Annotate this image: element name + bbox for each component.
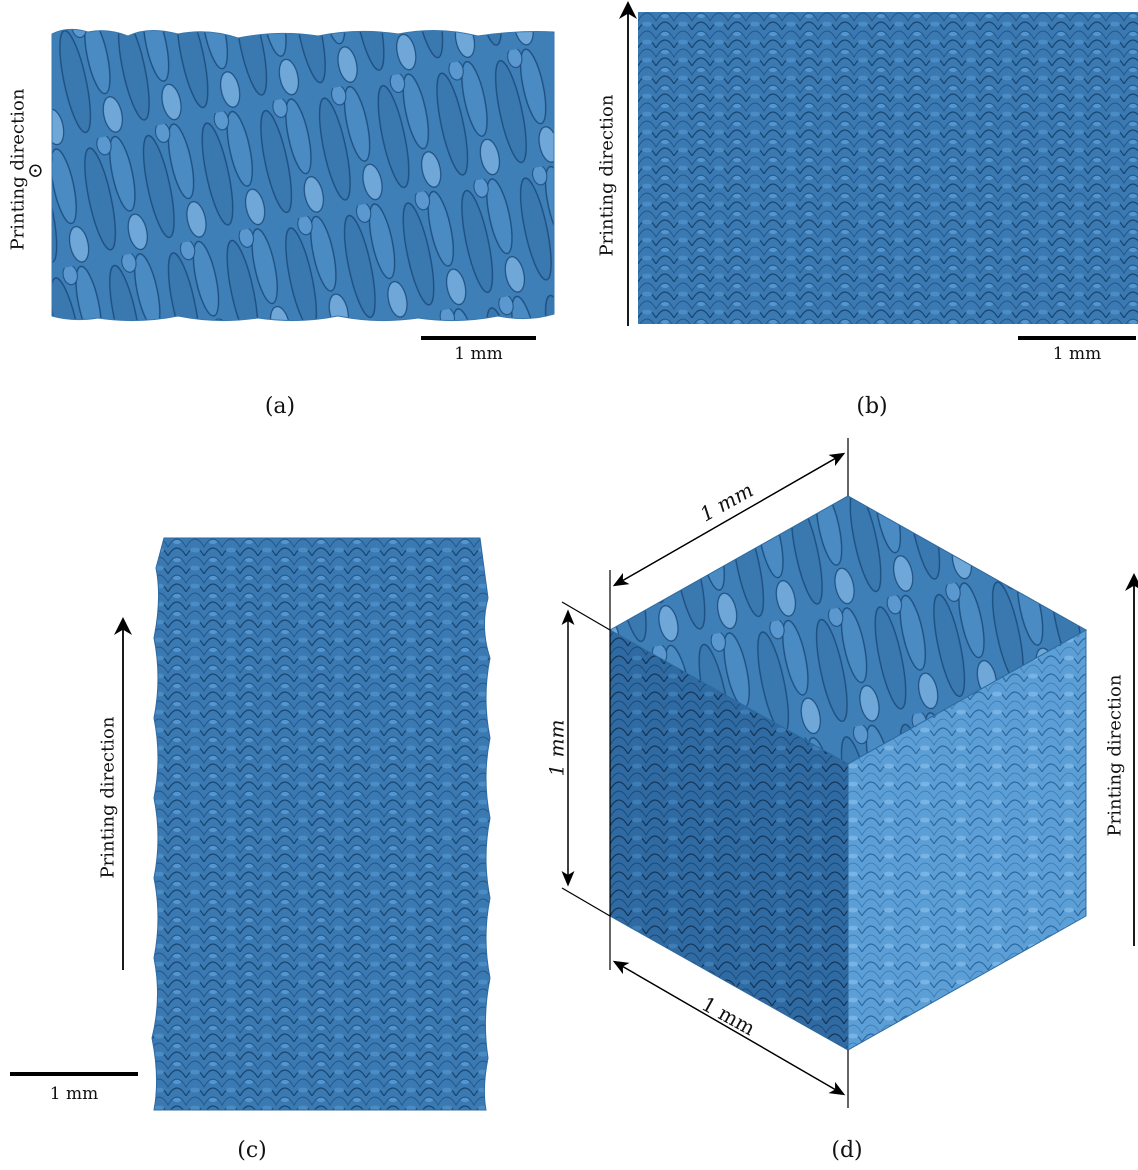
caption-c: (c) [237, 1138, 267, 1163]
scale-bar-a [421, 336, 536, 340]
panel-b: Printing direction 1 mm (b) [570, 0, 1138, 430]
scale-bar-b [1018, 336, 1136, 340]
direction-label-a: Printing direction [7, 88, 29, 251]
out-of-plane-symbol: ⊙ [27, 158, 44, 182]
direction-label-c: Printing direction [97, 716, 119, 879]
direction-label-d: Printing direction [1104, 674, 1126, 837]
cube-right-face [847, 629, 1087, 1051]
scale-label-b: 1 mm [1052, 344, 1102, 364]
direction-arrow-b [619, 1, 637, 326]
cube-diagram [561, 438, 1138, 1108]
scale-bar-c [10, 1072, 138, 1076]
micrograph-a [51, 28, 555, 322]
direction-label-b: Printing direction [596, 94, 618, 257]
scale-label-c: 1 mm [49, 1084, 99, 1104]
caption-a: (a) [264, 394, 296, 419]
micrograph-b [638, 12, 1138, 324]
caption-b: (b) [856, 394, 888, 419]
micrograph-c [151, 537, 491, 1111]
panel-a: Printing direction ⊙ 1 mm (a) [0, 0, 560, 430]
scale-label-a: 1 mm [454, 344, 503, 364]
dim-label-left: 1 mm [544, 719, 569, 777]
panel-c: Printing direction 1 mm (c) [0, 530, 520, 1170]
panel-d: 1 mm 1 mm 1 mm Printing direction (d) [520, 430, 1138, 1170]
direction-arrow-c [114, 617, 132, 970]
caption-d: (d) [831, 1138, 863, 1163]
